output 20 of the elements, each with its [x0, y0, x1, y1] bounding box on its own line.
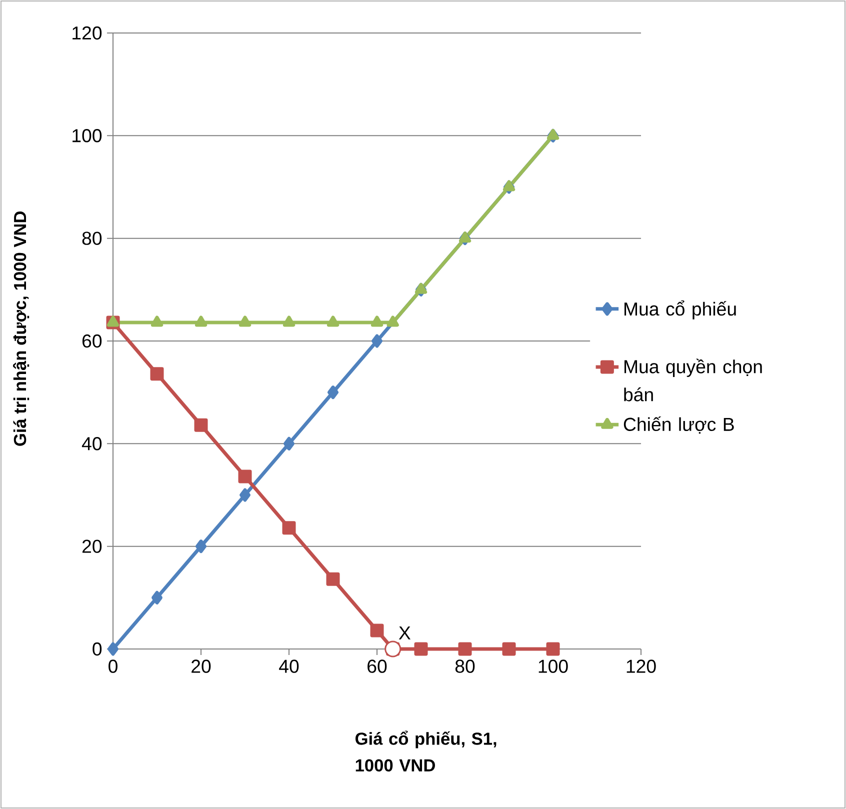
x-tick-label: 20 [192, 660, 211, 673]
x-tick-label: 100 [538, 660, 568, 673]
x-tick-label: 60 [368, 660, 387, 673]
legend-label: Mua cổ phiếu [624, 300, 736, 320]
y-tick-label: 80 [82, 232, 102, 245]
x-tick-label: 80 [455, 660, 475, 673]
x-tick-label: 0 [108, 660, 118, 673]
y-tick-label: 120 [72, 26, 102, 40]
x-tick-label: 120 [626, 660, 656, 673]
y-tick-label: 60 [82, 334, 102, 348]
x-axis-title: Giá cổ phiếu, S1, 1000 VND [356, 730, 496, 772]
y-tick-label: 100 [72, 129, 102, 142]
y-tick-label: 40 [82, 437, 102, 450]
legend-label: Chiến lược B [624, 416, 734, 434]
y-tick-label: 20 [82, 540, 102, 553]
annotation: X [398, 626, 411, 640]
y-tick-label: 0 [92, 642, 102, 656]
legend-label: Mua quyền chọn bán [624, 358, 762, 402]
x-tick-label: 40 [279, 660, 299, 673]
y-axis-title: Giá trị nhận được, 1000 VND [13, 211, 30, 446]
